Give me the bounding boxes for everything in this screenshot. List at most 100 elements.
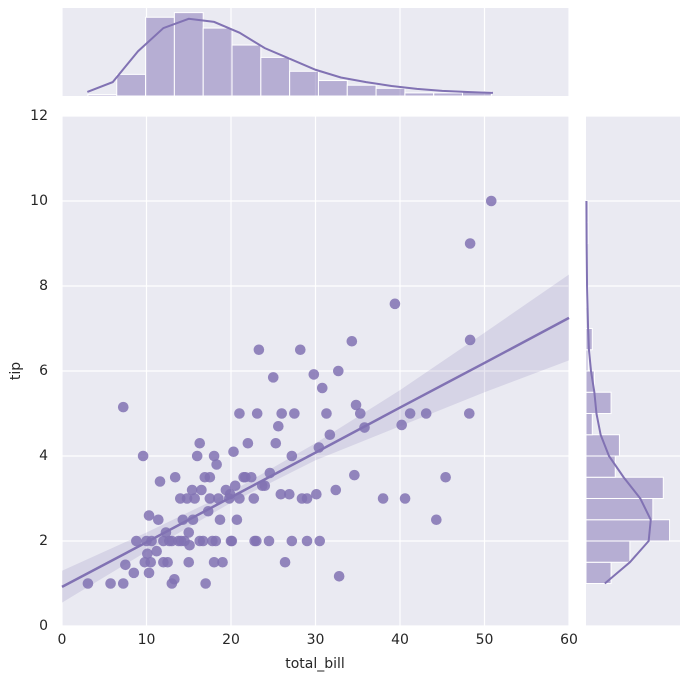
histogram-bar [87,93,118,97]
scatter-point [228,446,239,458]
x-tick-label: 40 [391,632,409,648]
scatter-point [82,578,94,589]
scatter-point [463,408,475,419]
scatter-point [242,437,254,449]
y-tick-label: 4 [39,448,48,464]
histogram-bar [585,434,620,457]
scatter-point [169,573,180,585]
scatter-point [349,469,360,481]
scatter-point [137,450,149,462]
scatter-point [330,484,342,496]
scatter-point [248,493,260,504]
scatter-point [191,450,203,462]
scatter-point [324,429,336,441]
scatter-point [194,437,206,449]
scatter-point [105,578,116,589]
scatter-point [289,408,300,419]
scatter-point [196,484,207,496]
scatter-point [117,578,129,589]
x-tick-label: 0 [58,632,67,648]
scatter-point [321,408,332,419]
scatter-point [169,471,181,483]
histogram-bar [260,56,291,97]
scatter-point [440,471,451,483]
scatter-point [213,493,224,504]
histogram-bar [404,92,435,97]
scatter-point [183,527,195,538]
scatter-point [189,493,200,504]
scatter-point [431,514,442,526]
scatter-point [204,471,216,483]
scatter-point [229,480,241,492]
scatter-point [377,493,389,504]
scatter-point [286,450,298,462]
histogram-bar [585,349,589,372]
scatter-point [420,408,432,419]
scatter-point [197,535,209,547]
x-tick-label: 50 [476,632,494,648]
scatter-point [162,556,173,568]
scatter-point [120,559,131,571]
y-tick-label: 6 [39,363,48,379]
scatter-point [464,334,476,346]
scatter-point [389,298,401,310]
scatter-point [208,556,220,568]
scatter-point [142,548,153,560]
scatter-point [231,514,243,526]
scatter-point [308,369,320,380]
scatter-point [184,539,195,551]
scatter-point [333,570,345,582]
histogram-bar [585,519,671,542]
scatter-point [301,535,313,547]
scatter-point [208,450,220,462]
y-tick-label: 0 [39,618,48,634]
scatter-point [350,399,362,411]
scatter-point [226,535,238,547]
scatter-point [273,420,284,432]
scatter-point [267,372,279,383]
scatter-point [404,408,416,419]
scatter-point [276,408,288,419]
scatter-point [270,437,282,449]
scatter-point [131,535,142,547]
scatter-point [186,484,198,496]
y-tick-label: 12 [30,108,48,124]
regression-line [61,316,570,589]
histogram-bar [585,476,664,499]
scatter-point [214,514,226,526]
scatter-point [145,556,157,568]
scatter-point [316,382,328,394]
scatter-point [464,238,476,249]
scatter-point [346,335,358,347]
scatter-point [234,408,245,419]
scatter-point [211,459,222,470]
kde-curve [585,200,652,585]
scatter-point [294,344,306,356]
scatter-point [284,488,295,500]
scatter-point [396,419,407,431]
scatter-point [251,408,263,419]
x-tick-label: 30 [307,632,325,648]
scatter-point [153,514,164,526]
x-tick-label: 60 [560,632,578,648]
scatter-point [240,471,251,483]
y-tick-label: 8 [39,278,48,294]
histogram-bar [173,12,204,97]
scatter-point [314,535,326,547]
x-tick-label: 20 [222,632,240,648]
x-axis-label: total_bill [285,656,345,672]
histogram-bar [585,540,631,563]
scatter-point [251,535,262,547]
histogram-bar [317,80,348,97]
histogram-bar [585,391,612,414]
scatter-point [253,344,265,356]
histogram-bar [231,44,262,97]
histogram-bar [289,70,319,97]
scatter-point [183,556,195,568]
scatter-point [158,535,169,547]
histogram-bar [346,84,377,97]
scatter-point [154,476,166,487]
x-tick-label: 10 [138,632,156,648]
scatter-point [286,535,298,547]
